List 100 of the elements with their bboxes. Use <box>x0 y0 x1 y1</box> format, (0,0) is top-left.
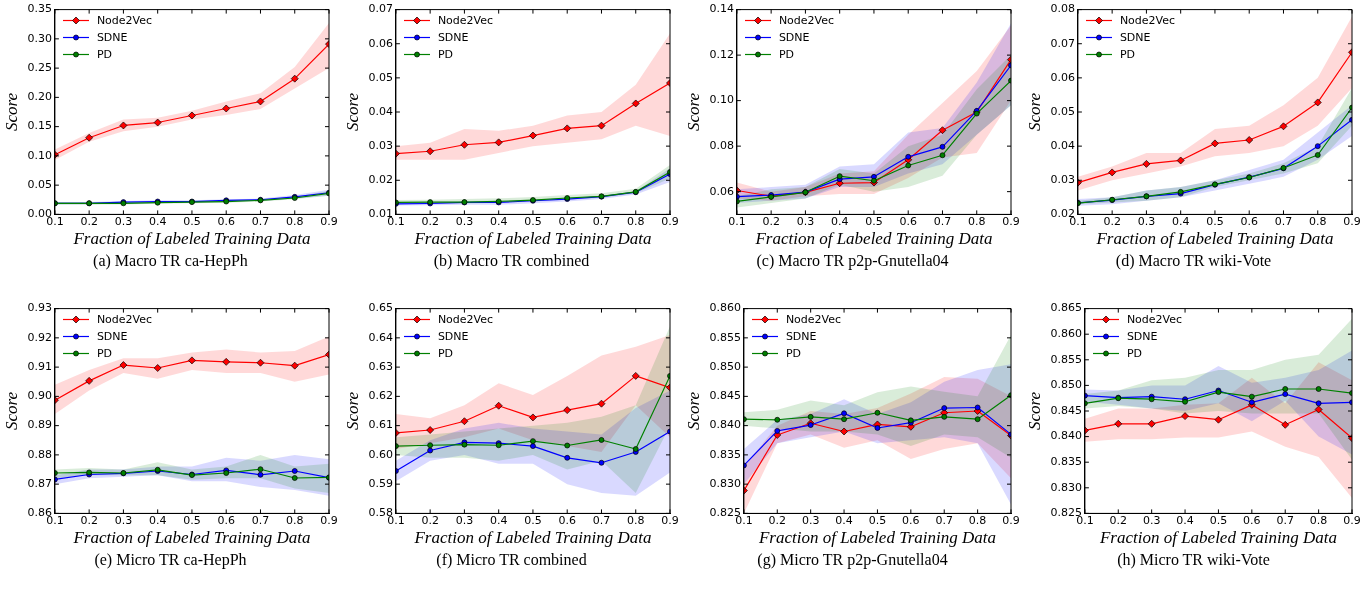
legend-label: Node2Vec <box>1126 311 1183 328</box>
x-tick-label: 0.7 <box>251 214 270 228</box>
x-tick-label: 0.9 <box>1343 214 1361 228</box>
legend-label: PD <box>778 46 794 63</box>
x-tick-label: 0.7 <box>1274 214 1293 228</box>
y-tick-label: 0.87 <box>27 477 52 490</box>
x-tick-label: 0.3 <box>796 214 815 228</box>
x-tick-label: 0.4 <box>835 513 853 527</box>
x-axis-title: Fraction of Labeled Training Data <box>1098 528 1337 548</box>
y-tick-label: 0.860 <box>1050 327 1082 341</box>
x-axis-title: Fraction of Labeled Training Data <box>72 229 311 249</box>
y-tick-label: 0.07 <box>1050 36 1075 50</box>
y-tick-label: 0.35 <box>27 2 52 16</box>
x-tick-label: 0.6 <box>902 513 920 527</box>
y-tick-label: 0.88 <box>27 447 52 461</box>
x-tick-label: 0.3 <box>114 214 133 228</box>
x-tick-label: 0.4 <box>1171 214 1190 228</box>
legend-label: Node2Vec <box>96 311 153 328</box>
y-tick-label: 0.05 <box>1050 104 1075 118</box>
legend-label: SDNE <box>96 328 128 345</box>
y-tick-label: 0.05 <box>368 70 393 84</box>
y-tick-label: 0.830 <box>1050 480 1082 494</box>
y-tick-label: 0.850 <box>1050 378 1082 392</box>
y-axis-title: Score <box>683 391 703 431</box>
x-tick-label: 0.8 <box>1308 214 1327 228</box>
x-tick-label: 0.8 <box>285 214 304 228</box>
y-tick-label: 0.02 <box>368 173 393 187</box>
x-tick-label: 0.9 <box>1002 513 1020 527</box>
y-tick-label: 0.10 <box>27 148 52 162</box>
x-tick-label: 0.6 <box>217 214 235 228</box>
x-tick-label: 0.3 <box>455 513 474 527</box>
y-tick-label: 0.850 <box>709 359 741 373</box>
y-tick-label: 0.865 <box>1050 301 1082 315</box>
y-tick-label: 0.10 <box>709 93 734 107</box>
y-tick-label: 0.93 <box>27 301 52 315</box>
legend-label: PD <box>96 345 112 362</box>
x-tick-label: 0.5 <box>1206 214 1224 228</box>
x-tick-label: 0.5 <box>524 513 542 527</box>
x-tick-label: 0.8 <box>968 513 987 527</box>
x-tick-label: 0.7 <box>933 214 952 228</box>
y-tick-label: 0.62 <box>368 389 393 403</box>
text: (a) Macro TR ca-HepPh <box>92 252 249 270</box>
y-axis-title: Score <box>1 92 21 132</box>
text: (b) Macro TR combined <box>432 252 591 270</box>
x-tick-label: 0.4 <box>1176 513 1194 527</box>
x-tick-label: 0.6 <box>558 214 576 228</box>
legend-label: Node2Vec <box>437 12 494 29</box>
x-tick-label: 0.3 <box>455 214 474 228</box>
legend-label: PD <box>437 345 453 362</box>
x-tick-label: 0.6 <box>217 513 235 527</box>
text: (e) Micro TR ca-HepPh <box>93 551 248 569</box>
legend-label: SDNE <box>96 29 128 46</box>
x-tick-label: 0.1 <box>728 214 746 228</box>
x-tick-label: 0.9 <box>320 513 338 527</box>
x-tick-label: 0.7 <box>1276 513 1294 527</box>
legend-label: PD <box>1126 345 1142 362</box>
y-tick-label: 0.04 <box>368 104 393 118</box>
y-axis-title: Score <box>1 391 21 431</box>
y-tick-label: 0.14 <box>709 2 734 16</box>
x-tick-label: 0.6 <box>558 513 576 527</box>
y-tick-label: 0.90 <box>27 389 52 403</box>
x-tick-label: 0.6 <box>1243 513 1261 527</box>
legend-label: SDNE <box>1119 29 1151 46</box>
x-tick-label: 0.5 <box>183 214 201 228</box>
text: (c) Macro TR p2p-Gnutella04 <box>755 252 950 270</box>
y-tick-label: 0.835 <box>709 447 741 461</box>
y-tick-label: 0.845 <box>1050 403 1082 417</box>
y-tick-label: 0.25 <box>27 60 52 74</box>
y-tick-label: 0.855 <box>709 330 741 344</box>
y-tick-label: 0.63 <box>368 359 393 373</box>
x-tick-label: 0.8 <box>626 513 645 527</box>
y-tick-label: 0.830 <box>709 477 741 490</box>
legend-label: PD <box>437 46 453 63</box>
y-tick-label: 0.08 <box>709 138 734 152</box>
x-axis-title: Fraction of Labeled Training Data <box>757 528 996 548</box>
text: (d) Macro TR wiki-Vote <box>1114 252 1273 270</box>
legend-label: SDNE <box>437 328 469 345</box>
x-axis-title: Fraction of Labeled Training Data <box>413 528 652 548</box>
y-tick-label: 0.92 <box>27 330 52 344</box>
y-axis-title: Score <box>342 391 362 431</box>
legend-label: SDNE <box>1126 328 1158 345</box>
legend-label: Node2Vec <box>778 12 835 29</box>
x-tick-label: 0.7 <box>935 513 953 527</box>
y-tick-label: 0.840 <box>1050 429 1082 443</box>
y-axis-title: Score <box>683 92 703 132</box>
y-tick-label: 0.20 <box>27 90 52 104</box>
x-tick-label: 0.8 <box>1309 513 1328 527</box>
x-tick-label: 0.2 <box>768 513 787 527</box>
x-tick-label: 0.5 <box>868 513 887 527</box>
y-axis-title: Score <box>1024 391 1044 431</box>
legend-label: SDNE <box>778 29 810 46</box>
legend-label: Node2Vec <box>1119 12 1176 29</box>
x-tick-label: 0.5 <box>865 214 883 228</box>
legend-label: Node2Vec <box>437 311 494 328</box>
x-tick-label: 0.9 <box>1343 513 1361 527</box>
y-tick-label: 0.64 <box>368 330 393 344</box>
y-tick-label: 0.08 <box>1050 2 1075 16</box>
x-tick-label: 0.9 <box>320 214 338 228</box>
legend-label: SDNE <box>785 328 817 345</box>
y-tick-label: 0.65 <box>368 301 393 315</box>
